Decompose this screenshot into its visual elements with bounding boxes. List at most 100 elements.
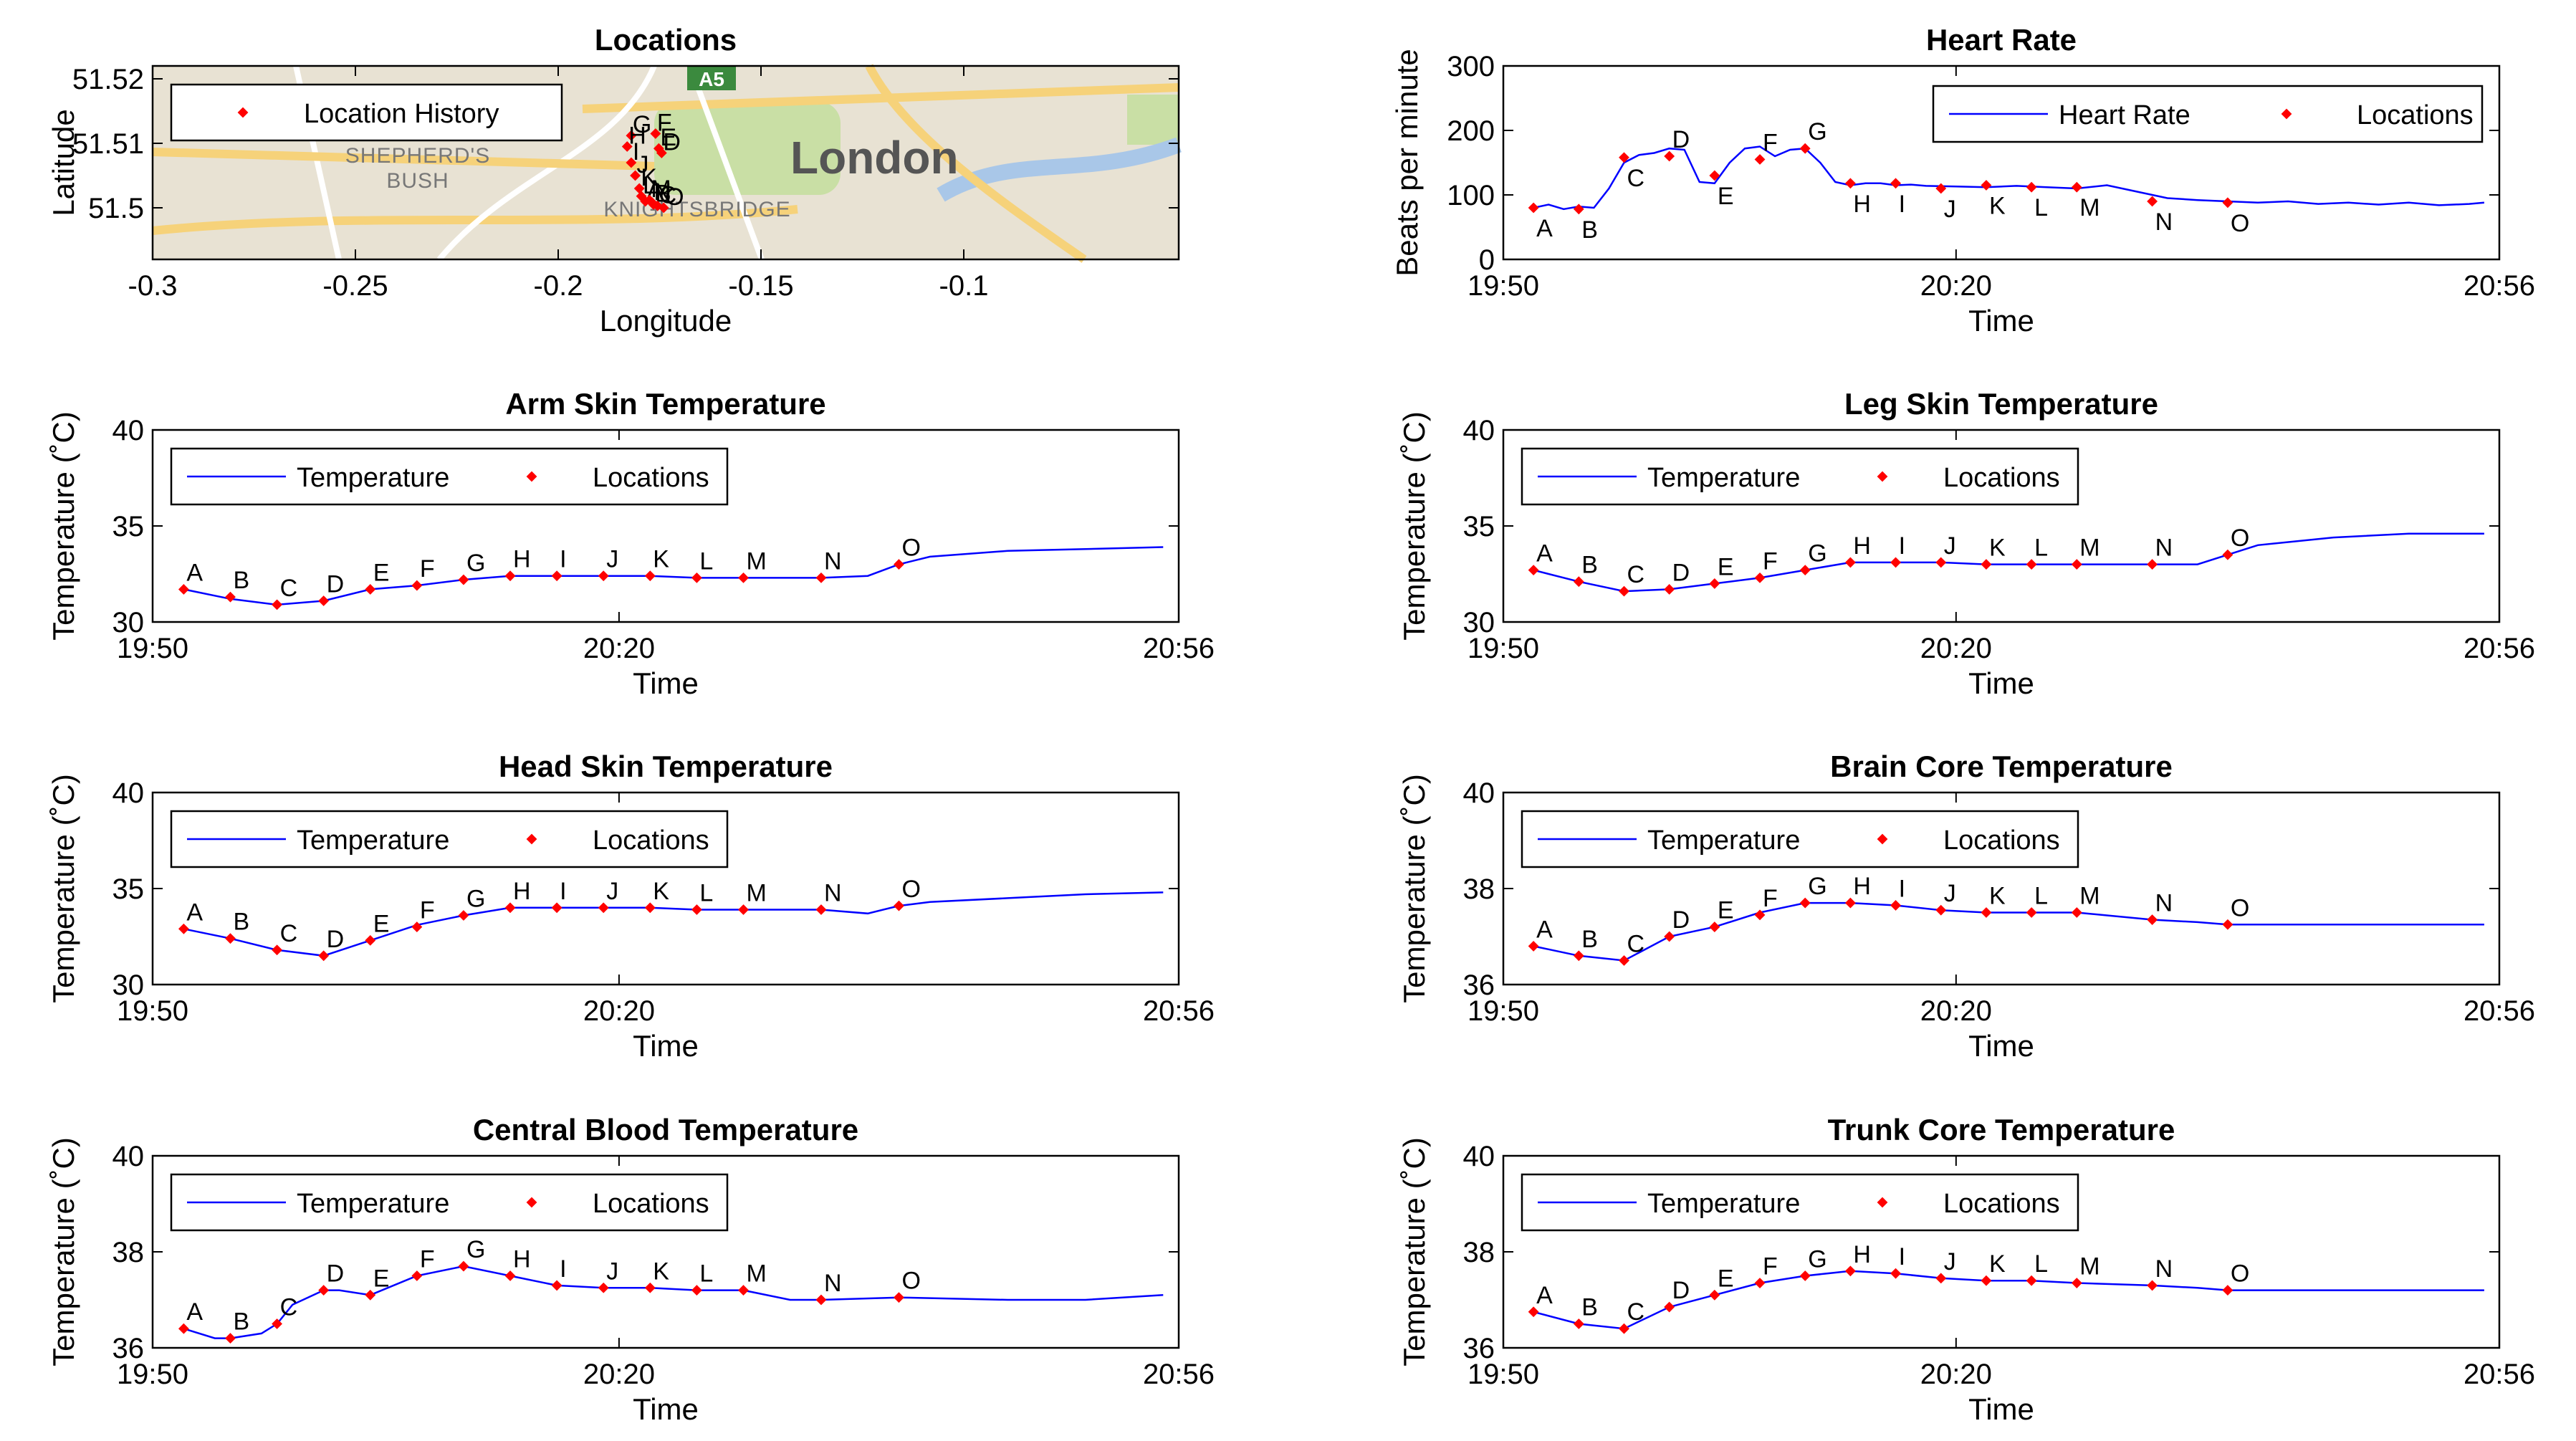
- location-marker-O: [658, 202, 669, 214]
- location-marker-D: [1664, 150, 1675, 162]
- y-tick-label: 100: [1447, 180, 1495, 211]
- location-marker-G: [458, 1260, 469, 1272]
- location-label-H: H: [513, 1246, 531, 1273]
- location-marker-L: [691, 572, 702, 583]
- series-line: [1533, 1270, 2484, 1330]
- y-tick-label: 35: [112, 873, 145, 905]
- location-marker-C: [1619, 955, 1629, 966]
- location-marker-E: [1709, 578, 1720, 589]
- location-marker-G: [1799, 143, 1811, 154]
- x-axis-label: Time: [633, 1392, 699, 1426]
- location-label-E: E: [1718, 553, 1734, 580]
- chart-title: Central Blood Temperature: [473, 1113, 858, 1146]
- location-label-K: K: [1989, 883, 2006, 910]
- y-tick-label: 38: [1463, 1237, 1495, 1268]
- legend: Heart Rate Locations: [1932, 85, 2484, 143]
- y-tick-label: 30: [112, 607, 145, 638]
- location-marker-C: [1619, 1323, 1629, 1334]
- location-marker-I: [551, 902, 562, 914]
- location-marker-H: [504, 1270, 516, 1281]
- y-tick-label: 36: [1463, 1333, 1495, 1364]
- legend-label-locations: Locations: [593, 463, 709, 493]
- legend-marker: [1877, 471, 1888, 482]
- map-road: [865, 64, 1087, 263]
- location-label-I: I: [633, 138, 639, 166]
- location-marker-E: [1709, 170, 1720, 181]
- location-label-H: H: [1853, 873, 1871, 900]
- location-label-M: M: [651, 176, 671, 203]
- location-marker-N: [815, 1294, 827, 1306]
- location-label-E: E: [373, 1265, 390, 1292]
- location-label-O: O: [901, 876, 920, 903]
- location-marker-N: [646, 197, 658, 209]
- y-tick-label: 40: [1463, 777, 1495, 809]
- y-axis-label: Beats per minute: [1390, 49, 1424, 277]
- location-marker-C: [272, 1318, 282, 1329]
- y-tick-label: 38: [1463, 873, 1495, 905]
- legend-marker: [526, 471, 537, 482]
- location-label-L: L: [2034, 535, 2048, 562]
- chart-title: Locations: [595, 23, 737, 57]
- location-label-J: J: [1944, 1248, 1956, 1275]
- map-label-knightsbridge: KNIGHTSBRIDGE: [603, 198, 790, 221]
- legend: Location History: [170, 83, 563, 142]
- location-label-H: H: [513, 878, 531, 905]
- park-area-2: [1127, 95, 1179, 145]
- location-marker-A: [178, 923, 189, 934]
- location-label-L: L: [699, 547, 713, 575]
- location-marker-A: [1528, 940, 1539, 952]
- location-marker-J: [1935, 183, 1947, 194]
- location-marker-K: [1981, 1275, 1992, 1286]
- y-tick-label: 30: [112, 970, 145, 1001]
- location-marker-F: [650, 128, 661, 139]
- legend-marker: [1877, 1197, 1888, 1208]
- location-label-M: M: [746, 879, 766, 906]
- series-line: [183, 546, 1164, 606]
- y-axis-label: Temperature (˚C): [47, 411, 80, 641]
- location-marker-M: [2071, 181, 2082, 193]
- x-tick-label: 20:20: [583, 633, 655, 664]
- location-marker-I: [1890, 178, 1901, 189]
- y-tick-label: 30: [1463, 607, 1495, 638]
- location-marker-A: [178, 584, 189, 595]
- location-marker-E: [1709, 921, 1720, 933]
- location-label-B: B: [233, 567, 249, 594]
- location-marker-F: [411, 580, 423, 591]
- location-marker-B: [225, 591, 236, 603]
- chart-central_blood: Central Blood Temperature 19:50 20:20 20:56…: [47, 1113, 1215, 1426]
- location-marker-I: [551, 570, 562, 582]
- location-label-O: O: [2231, 525, 2249, 552]
- location-marker-J: [1935, 904, 1947, 916]
- x-tick-label: 20:20: [583, 1359, 655, 1390]
- location-label-B: B: [233, 1308, 249, 1336]
- location-label-K: K: [653, 546, 669, 573]
- x-tick-label: -0.1: [939, 270, 989, 302]
- location-label-L: L: [2034, 883, 2048, 910]
- chart-heart_rate: Heart Rate 19:50 20:20 20:56 Time 0 100 200 300 B…: [1390, 23, 2535, 337]
- location-marker-J: [598, 902, 609, 914]
- location-marker-M: [2071, 1278, 2082, 1288]
- location-label-K: K: [1989, 1250, 2006, 1278]
- location-label-O: O: [901, 1268, 920, 1295]
- legend-label-locations: Locations: [593, 1189, 709, 1219]
- location-label-B: B: [1581, 926, 1598, 953]
- location-marker-N: [2147, 196, 2158, 207]
- legend-marker: [526, 1197, 537, 1208]
- axes-frame: [151, 64, 1180, 261]
- y-axis-label: Temperature (˚C): [47, 774, 80, 1003]
- chart-title: Arm Skin Temperature: [505, 387, 825, 421]
- legend-label-locations: Locations: [1943, 1189, 2060, 1219]
- y-tick-label: 51.51: [72, 128, 144, 160]
- location-marker-F: [411, 1270, 423, 1281]
- location-label-H: H: [628, 123, 646, 150]
- x-tick-label: -0.3: [128, 270, 178, 302]
- location-label-D: D: [1672, 906, 1690, 934]
- location-label-O: O: [2231, 210, 2249, 237]
- x-axis-label: Longitude: [600, 304, 732, 337]
- y-tick-label: 51.52: [72, 64, 144, 95]
- y-tick-label: 40: [1463, 1141, 1495, 1172]
- x-axis-label: Time: [1968, 666, 2034, 700]
- location-marker-E: [365, 934, 376, 946]
- x-tick-label: 20:20: [1920, 1359, 1992, 1390]
